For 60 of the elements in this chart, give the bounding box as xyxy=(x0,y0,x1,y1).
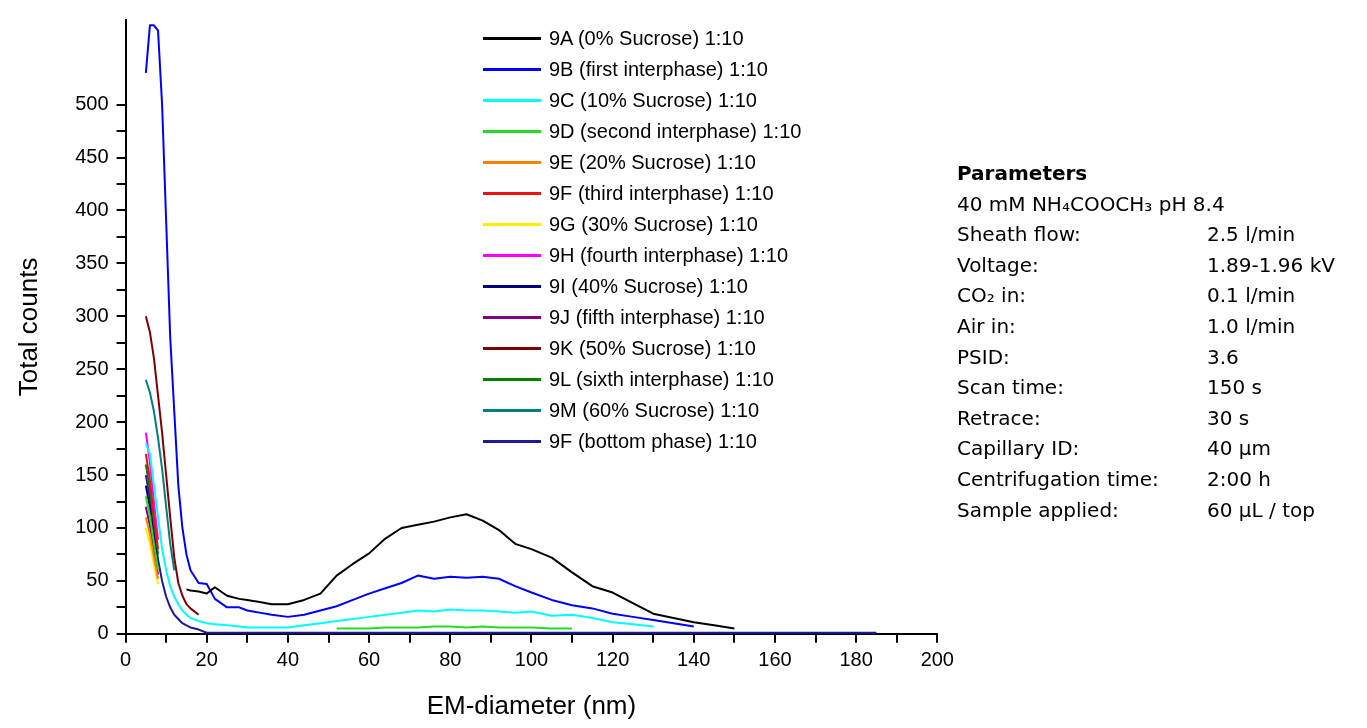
x-tick-label: 40 xyxy=(276,648,300,671)
text: 1.89-1.96 kV xyxy=(1207,251,1335,279)
text: Capillary ID: xyxy=(957,435,1081,463)
x-tick-label: 20 xyxy=(195,648,218,671)
legend-label: 9A (0% Sucrose) 1:10 xyxy=(549,26,744,51)
y-tick-label: 100 xyxy=(75,515,109,538)
legend-label: 9F (bottom phase) 1:10 xyxy=(549,429,757,454)
legend-label: 9D (second interphase) 1:10 xyxy=(549,119,802,144)
text: 1.0 l/min xyxy=(1207,312,1297,340)
y-tick-label: 300 xyxy=(75,303,109,326)
legend-label: 9G (30% Sucrose) 1:10 xyxy=(549,212,758,237)
y-tick-label: 250 xyxy=(75,356,109,379)
legend-label: 9J (fifth interphase) 1:10 xyxy=(549,305,765,330)
text: 40 mM NH₄COOCH₃ pH 8.4 xyxy=(957,190,1226,218)
y-tick-label: 50 xyxy=(86,568,109,591)
text: Centrifugation time: xyxy=(957,465,1160,493)
text: 2.5 l/min xyxy=(1207,221,1297,249)
y-tick-label: 450 xyxy=(75,145,109,168)
text: 2:00 h xyxy=(1207,465,1272,493)
x-axis-title: EM-diameter (nm) xyxy=(426,689,637,720)
text: 30 s xyxy=(1207,404,1251,432)
legend-label: 9F (third interphase) 1:10 xyxy=(549,181,774,206)
text: CO₂ in: xyxy=(957,282,1028,310)
x-tick-label: 60 xyxy=(357,648,381,671)
legend-label: 9C (10% Sucrose) 1:10 xyxy=(549,88,757,113)
y-tick-label: 350 xyxy=(75,250,109,273)
legend-label: 9K (50% Sucrose) 1:10 xyxy=(549,336,756,361)
legend-label: 9L (sixth interphase) 1:10 xyxy=(549,367,774,392)
y-axis-title: Total counts xyxy=(12,257,43,397)
text: Retrace: xyxy=(957,404,1042,432)
text: Sheath flow: xyxy=(957,221,1082,249)
x-tick-label: 120 xyxy=(595,648,630,671)
y-tick-label: 200 xyxy=(75,409,109,432)
text: Voltage: xyxy=(957,251,1040,279)
text: 0.1 l/min xyxy=(1207,282,1297,310)
x-tick-label: 200 xyxy=(920,648,954,671)
text: Scan time: xyxy=(957,374,1065,402)
text: Parameters xyxy=(957,160,1089,187)
text: PSID: xyxy=(957,343,1011,371)
x-tick-label: 140 xyxy=(677,648,711,671)
y-tick-label: 400 xyxy=(75,198,109,221)
x-tick-label: 80 xyxy=(439,648,462,671)
text: 60 µL / top xyxy=(1207,496,1316,524)
x-tick-label: 0 xyxy=(120,648,132,671)
legend-label: 9B (first interphase) 1:10 xyxy=(549,57,768,82)
y-tick-label: 500 xyxy=(75,92,109,115)
text: 150 s xyxy=(1207,374,1263,402)
legend-label: 9E (20% Sucrose) 1:10 xyxy=(549,150,756,175)
x-tick-label: 160 xyxy=(758,648,792,671)
legend-label: 9H (fourth interphase) 1:10 xyxy=(549,243,789,268)
text: Air in: xyxy=(957,312,1017,340)
text: 40 µm xyxy=(1207,435,1272,463)
y-tick-label: 0 xyxy=(97,621,109,644)
legend-label: 9I (40% Sucrose) 1:10 xyxy=(549,274,748,299)
x-tick-label: 100 xyxy=(514,648,549,671)
legend-label: 9M (60% Sucrose) 1:10 xyxy=(549,398,760,423)
y-tick-label: 150 xyxy=(75,462,109,485)
text: Sample applied: xyxy=(957,496,1120,524)
x-tick-label: 180 xyxy=(839,648,873,671)
text: 3.6 xyxy=(1207,343,1240,371)
